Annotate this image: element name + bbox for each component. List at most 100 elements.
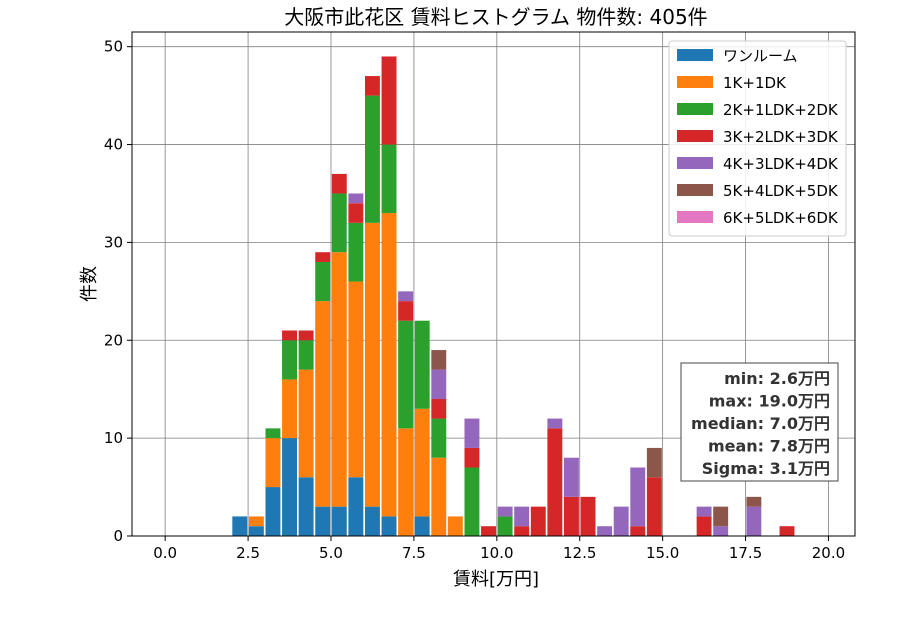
x-tick-label: 15.0 bbox=[646, 544, 679, 562]
legend-label: 2K+1LDK+2DK bbox=[723, 101, 839, 119]
bar-segment bbox=[414, 408, 430, 517]
bar-segment bbox=[779, 526, 795, 536]
bar-segment bbox=[464, 447, 480, 468]
legend-label: 1K+1DK bbox=[723, 74, 787, 92]
x-tick-label: 10.0 bbox=[480, 544, 513, 562]
bar-segment bbox=[315, 252, 331, 262]
bar-segment bbox=[563, 457, 579, 497]
bar-segment bbox=[364, 76, 380, 96]
bar-segment bbox=[580, 496, 596, 536]
bar-segment bbox=[331, 193, 347, 253]
legend-label: 4K+3LDK+4DK bbox=[723, 155, 839, 173]
bar-segment bbox=[348, 203, 364, 223]
bar-segment bbox=[563, 496, 579, 536]
bar-segment bbox=[696, 516, 712, 536]
bar-segment bbox=[348, 193, 364, 204]
bar-segment bbox=[381, 144, 397, 214]
bar-segment bbox=[298, 340, 314, 370]
x-tick-label: 5.0 bbox=[319, 544, 343, 562]
bar-segment bbox=[431, 457, 447, 536]
bar-segment bbox=[315, 506, 331, 536]
y-axis-label: 件数 bbox=[79, 266, 100, 302]
bar-segment bbox=[497, 506, 513, 517]
bar-segment bbox=[331, 506, 347, 536]
y-tick-label: 10 bbox=[104, 429, 123, 447]
x-tick-label: 12.5 bbox=[563, 544, 596, 562]
bar-segment bbox=[381, 213, 397, 517]
bar-segment bbox=[431, 350, 447, 370]
bar-segment bbox=[348, 477, 364, 536]
legend-label: 6K+5LDK+6DK bbox=[723, 209, 839, 227]
bar-segment bbox=[746, 506, 762, 536]
x-axis-label: 賃料[万円] bbox=[453, 569, 539, 590]
bar-segment bbox=[696, 506, 712, 517]
bar-segment bbox=[713, 526, 729, 536]
bar-segment bbox=[364, 506, 380, 536]
legend-label: ワンルーム bbox=[723, 47, 798, 65]
legend-swatch bbox=[677, 211, 713, 223]
bar-segment bbox=[232, 516, 248, 536]
bar-segment bbox=[514, 506, 530, 527]
bar-segment bbox=[381, 56, 397, 145]
y-tick-label: 20 bbox=[104, 331, 123, 349]
legend-swatch bbox=[677, 130, 713, 142]
bar-segment bbox=[265, 438, 281, 488]
bar-segment bbox=[646, 477, 662, 536]
bar-segment bbox=[331, 252, 347, 507]
y-tick-label: 40 bbox=[104, 136, 123, 154]
bar-segment bbox=[514, 526, 530, 536]
bar-segment bbox=[481, 526, 496, 536]
legend-swatch bbox=[677, 49, 713, 61]
bar-segment bbox=[447, 516, 463, 536]
stats-line: Sigma: 3.1万円 bbox=[702, 459, 830, 478]
bar-segment bbox=[282, 330, 297, 341]
stats-box-frame bbox=[680, 362, 839, 482]
axis-ticks: 0.0 2.5 5.0 7.5 10.0 12.5 15.0 17.5 20.0 0 10 20 30 4… bbox=[104, 38, 845, 562]
bar-segment bbox=[381, 516, 397, 536]
y-tick-label: 50 bbox=[104, 38, 123, 56]
bar-segment bbox=[348, 281, 364, 478]
legend-swatch bbox=[677, 103, 713, 115]
legend: ワンルーム 1K+1DK 2K+1LDK+2DK 3K+2LDK+3DK 4K+3LDK… bbox=[668, 40, 847, 237]
bar-segment bbox=[414, 516, 430, 536]
bar-segment bbox=[398, 301, 414, 321]
stats-annotation-box: min: 2.6万円 max: 19.0万円 median: 7.0万円 mean: … bbox=[680, 362, 839, 482]
x-tick-label: 20.0 bbox=[812, 544, 845, 562]
legend-label: 3K+2LDK+3DK bbox=[723, 128, 839, 146]
bar-segment bbox=[431, 398, 447, 419]
bar-segment bbox=[282, 340, 297, 380]
stats-line: max: 19.0万円 bbox=[709, 392, 830, 411]
stats-line: median: 7.0万円 bbox=[691, 414, 830, 433]
bar-segment bbox=[298, 477, 314, 536]
chart-title: 大阪市此花区 賃料ヒストグラム 物件数: 405件 bbox=[284, 5, 707, 29]
bar-segment bbox=[282, 379, 297, 439]
legend-swatch bbox=[677, 157, 713, 169]
legend-label: 5K+4LDK+5DK bbox=[723, 182, 839, 200]
plot-frame bbox=[131, 31, 856, 537]
bar-segment bbox=[547, 418, 563, 429]
bar-segment bbox=[497, 516, 513, 536]
stats-line: mean: 7.8万円 bbox=[708, 437, 830, 456]
bar-segment bbox=[331, 173, 347, 194]
bar-segment bbox=[398, 291, 414, 302]
bar-segment bbox=[530, 506, 546, 536]
y-tick-label: 0 bbox=[113, 527, 123, 545]
bar-segment bbox=[398, 428, 414, 536]
bar-segment bbox=[613, 506, 629, 536]
bar-segment bbox=[282, 438, 297, 536]
bar-segment bbox=[597, 526, 613, 536]
bar-segment bbox=[364, 222, 380, 507]
bar-segment bbox=[630, 526, 646, 536]
x-tick-label: 7.5 bbox=[402, 544, 426, 562]
bar-segment bbox=[265, 487, 281, 536]
bar-segment bbox=[713, 506, 729, 527]
bars bbox=[232, 56, 795, 536]
stats-line: min: 2.6万円 bbox=[724, 369, 830, 388]
bar-segment bbox=[265, 428, 281, 439]
bar-segment bbox=[547, 428, 563, 536]
bar-segment bbox=[414, 320, 430, 409]
legend-swatch bbox=[677, 184, 713, 196]
bar-segment bbox=[348, 222, 364, 282]
bar-segment bbox=[315, 301, 331, 507]
